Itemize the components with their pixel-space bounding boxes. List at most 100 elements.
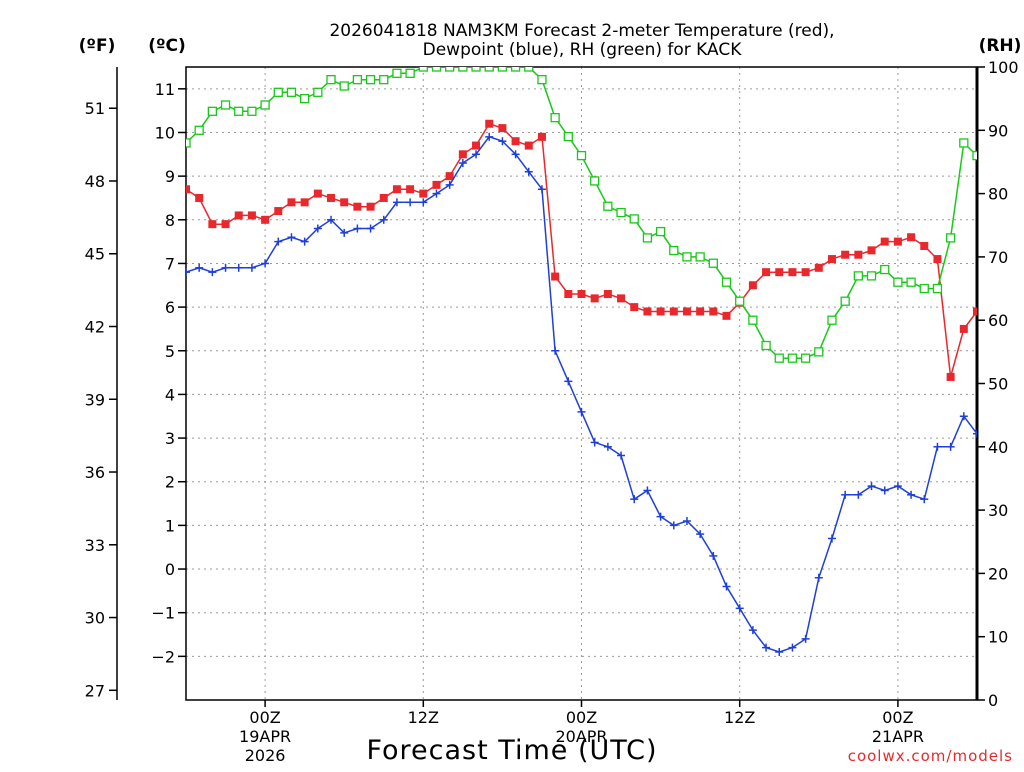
dewpoint-point — [458, 159, 467, 168]
temperature-point — [458, 150, 467, 159]
fahrenheit-tick-label: 39 — [85, 390, 105, 409]
x-tick-date-label: 19APR — [239, 727, 291, 746]
rh-tick-label: 10 — [988, 628, 1008, 647]
dewpoint-point — [801, 634, 810, 643]
series-layer — [186, 67, 977, 656]
rh-point — [286, 87, 297, 97]
dewpoint-point — [748, 626, 757, 635]
temperature-point — [221, 220, 230, 229]
rh-point — [655, 226, 666, 237]
temperature-point — [340, 198, 349, 207]
temperature-point — [893, 237, 902, 246]
celsius-tick-label: 8 — [165, 211, 175, 230]
temperature-point — [300, 198, 309, 207]
temperature-point — [973, 307, 977, 316]
rh-point — [590, 176, 600, 186]
temperature-point — [762, 268, 771, 277]
temperature-point — [577, 290, 586, 299]
rh-point — [774, 353, 784, 363]
rh-point — [642, 233, 653, 243]
dewpoint-point — [920, 495, 929, 504]
temperature-point — [419, 189, 428, 198]
temperature-point — [603, 290, 612, 299]
temperature-point — [234, 211, 243, 220]
rh-point — [827, 315, 837, 325]
dewpoint-point — [432, 189, 441, 198]
celsius-tick-label: −1 — [151, 604, 175, 623]
dewpoint-point — [300, 237, 309, 246]
dewpoint-point — [406, 198, 415, 207]
temperature-line — [186, 122, 977, 378]
temperature-point — [445, 172, 454, 181]
dewpoint-point — [841, 490, 850, 499]
dewpoint-point — [973, 429, 977, 438]
rh-point — [445, 67, 455, 72]
chart-title-line2: Dewpoint (blue), RH (green) for KACK — [423, 40, 743, 60]
temperature-point — [353, 202, 362, 211]
temperature-point — [472, 141, 481, 150]
temperature-point — [379, 193, 388, 202]
x-tick-label: 00Z — [566, 708, 597, 727]
rh-tick-label: 30 — [988, 501, 1008, 520]
chart-title-line1: 2026041818 NAM3KM Forecast 2-meter Tempe… — [329, 21, 834, 41]
dewpoint-point — [208, 268, 217, 277]
rh-point — [510, 67, 521, 72]
dewpoint-point — [445, 180, 454, 189]
rh-point — [186, 138, 191, 148]
celsius-tick-label: 5 — [165, 342, 175, 361]
dewpoint-point — [472, 150, 481, 159]
labels: 2026041818 NAM3KM Forecast 2-meter Tempe… — [79, 21, 1022, 766]
rh-point — [220, 100, 231, 110]
dewpoint-series — [186, 132, 977, 656]
temperature-point — [511, 137, 520, 146]
dewpoint-point — [709, 551, 718, 560]
celsius-axis-unit: (ºC) — [148, 36, 186, 56]
rh-line — [186, 67, 977, 359]
rh-tick-label: 80 — [988, 185, 1008, 204]
dewpoint-point — [577, 407, 586, 416]
dewpoint-point — [959, 412, 968, 421]
fahrenheit-tick-label: 27 — [85, 681, 105, 700]
temperature-point — [551, 272, 560, 281]
rh-point — [629, 214, 639, 224]
rh-point — [524, 67, 534, 72]
celsius-tick-label: 9 — [165, 167, 175, 186]
dewpoint-point — [524, 167, 533, 176]
temperature-point — [537, 132, 546, 141]
plot-frame — [185, 66, 978, 701]
temperature-point — [564, 290, 573, 299]
celsius-tick-label: 11 — [155, 80, 175, 99]
temperature-point — [867, 246, 876, 255]
temperature-point — [617, 294, 626, 303]
dewpoint-point — [221, 263, 230, 272]
x-tick-year-label: 2026 — [245, 746, 286, 765]
rh-point — [431, 67, 442, 72]
dewpoint-point — [867, 482, 876, 491]
rh-point — [379, 75, 389, 85]
rh-tick-label: 100 — [988, 58, 1019, 77]
rh-tick-label: 60 — [988, 311, 1008, 330]
rh-point — [365, 75, 376, 85]
temperature-point — [498, 124, 507, 133]
celsius-tick-label: 1 — [165, 516, 175, 535]
temperature-point — [854, 250, 863, 259]
dewpoint-point — [827, 534, 836, 543]
temperature-point — [208, 220, 217, 229]
temperature-point — [722, 311, 731, 320]
x-axis-label: Forecast Time (UTC) — [366, 735, 657, 766]
x-tick-date-label: 20APR — [555, 727, 607, 746]
fahrenheit-tick-label: 36 — [85, 463, 105, 482]
dewpoint-point — [564, 377, 573, 386]
temperature-point — [524, 141, 533, 150]
dewpoint-point — [485, 132, 494, 141]
temperature-point — [287, 198, 296, 207]
rh-tick-label: 40 — [988, 438, 1008, 457]
celsius-tick-label: 7 — [165, 254, 175, 273]
rh-point — [735, 296, 745, 306]
dewpoint-point — [656, 512, 665, 521]
rh-point — [563, 131, 573, 142]
dewpoint-point — [366, 224, 375, 233]
dewpoint-point — [590, 438, 599, 447]
x-tick-label: 12Z — [408, 708, 439, 727]
